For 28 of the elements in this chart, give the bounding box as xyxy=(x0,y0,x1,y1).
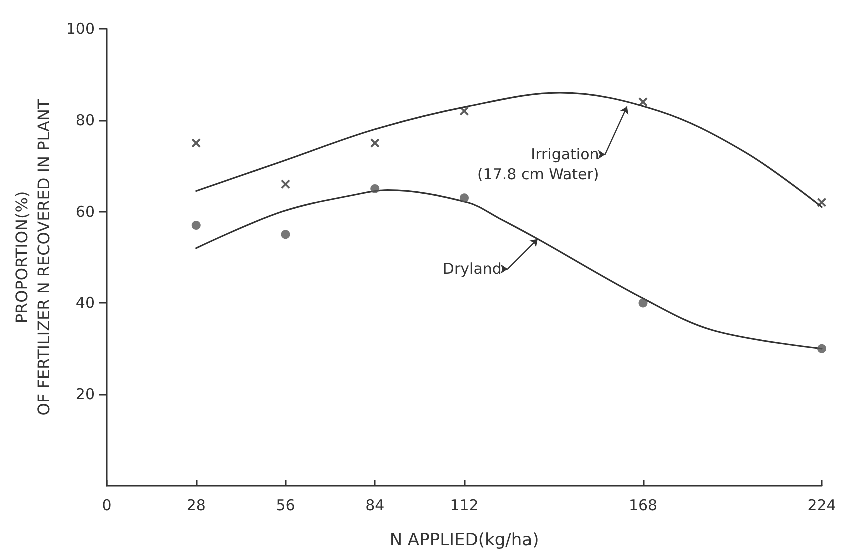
x-tick-label: 84 xyxy=(366,496,385,514)
point xyxy=(281,180,290,189)
point xyxy=(818,198,826,208)
x-tick-label: 28 xyxy=(186,496,206,514)
y-axis-title: PROPORTION(%) OF FERTILIZER N RECOVERED IN PLANT xyxy=(12,99,54,416)
annotation: Dryland xyxy=(442,260,502,278)
point xyxy=(638,98,648,107)
point xyxy=(460,194,469,203)
x-tick-label: 0 xyxy=(102,496,112,514)
y-tick-label: 60 xyxy=(76,202,95,221)
x-tick-label: 56 xyxy=(276,496,296,514)
annotation: Irrigation (17.8 cm Water) xyxy=(477,146,600,184)
point xyxy=(192,221,201,230)
point xyxy=(818,344,826,354)
y-tick-label: 80 xyxy=(76,111,95,130)
y-tick-label: 20 xyxy=(76,386,95,404)
x-tick-label: 168 xyxy=(628,496,658,514)
point xyxy=(460,106,469,116)
y-tick-label: 40 xyxy=(76,294,95,312)
point xyxy=(281,230,290,240)
point xyxy=(192,138,201,148)
y-tick-label: 100 xyxy=(66,20,95,38)
point xyxy=(370,138,380,148)
x-tick-label: 112 xyxy=(450,496,479,514)
point xyxy=(638,298,648,308)
x-tick-label: 224 xyxy=(808,496,836,514)
x-axis-title: N APPLIED(kg/ha) xyxy=(390,530,540,550)
point xyxy=(370,184,380,194)
